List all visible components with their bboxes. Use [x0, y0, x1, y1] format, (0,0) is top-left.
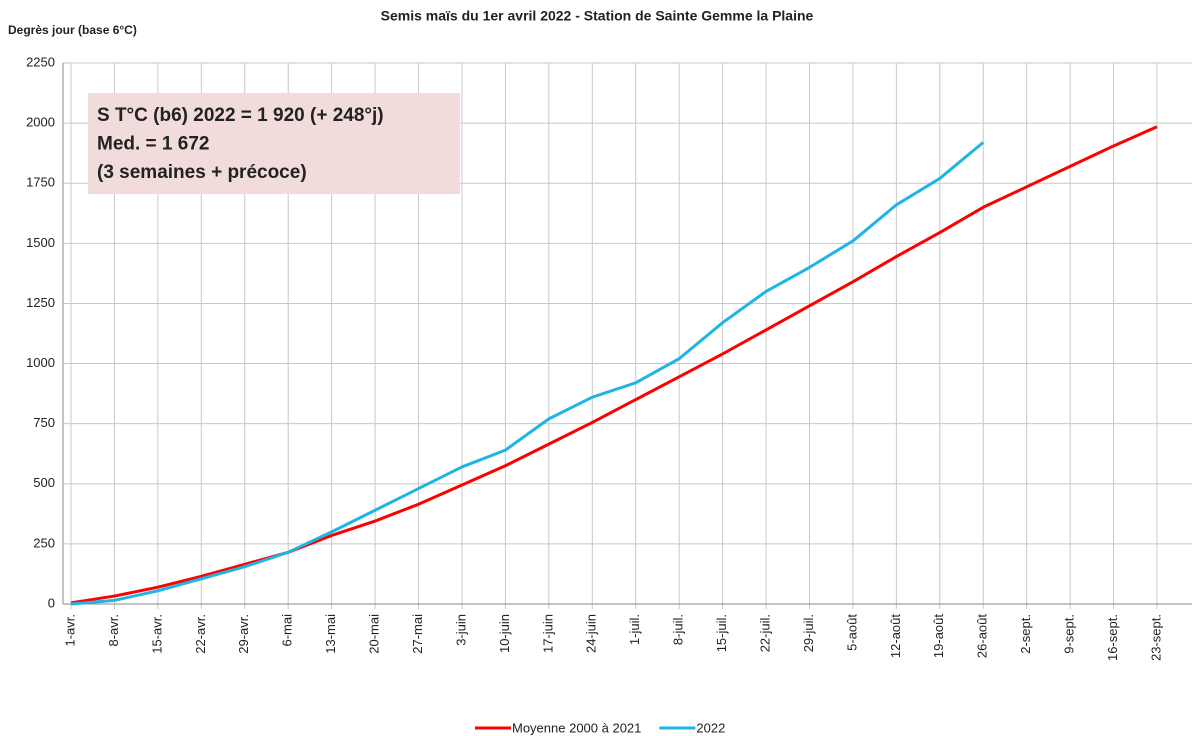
data-line — [70, 125, 1158, 605]
x-tick-label: 29-avr. — [236, 614, 251, 654]
y-tick-label: 0 — [48, 595, 55, 610]
x-tick-label: 2-sept. — [1018, 614, 1033, 654]
x-tick-label: 5-août — [844, 614, 859, 651]
x-tick-label: 29-juil. — [801, 614, 816, 652]
x-tick-label: 16-sept. — [1105, 614, 1120, 661]
x-tick-label: 8-juil. — [671, 614, 686, 645]
chart-subtitle: Semis maïs du 1er avril 2022 - Station d… — [381, 8, 814, 24]
y-tick-label: 2250 — [26, 54, 55, 69]
x-tick-label: 1-juil. — [627, 614, 642, 645]
annotation: (3 semaines + précoce) — [97, 162, 307, 183]
data-line — [70, 141, 985, 606]
y-tick-label: 500 — [33, 475, 55, 490]
x-tick-label: 12-août — [888, 614, 903, 658]
legend-label: 2022 — [696, 720, 725, 735]
x-tick-label: 15-juil. — [714, 614, 729, 652]
x-tick-label: 22-juil. — [757, 614, 772, 652]
legend-label: Moyenne 2000 à 2021 — [512, 720, 641, 735]
x-tick-label: 13-mai — [323, 614, 338, 654]
y-axis-title: Degrès jour (base 6°C) — [8, 23, 137, 37]
x-tick-label: 1-avr. — [62, 614, 77, 647]
x-tick-label: 10-juin — [497, 614, 512, 653]
y-tick-label: 1500 — [26, 235, 55, 250]
y-tick-label: 250 — [33, 535, 55, 550]
y-tick-label: 2000 — [26, 115, 55, 130]
x-tick-label: 27-mai — [410, 614, 425, 654]
x-tick-label: 23-sept. — [1148, 614, 1163, 661]
annotation-box — [88, 93, 460, 194]
x-tick-label: 17-juin — [540, 614, 555, 653]
y-tick-label: 1750 — [26, 175, 55, 190]
annotation: Med. = 1 672 — [97, 134, 209, 155]
x-tick-label: 9-sept. — [1062, 614, 1077, 654]
y-tick-label: 1000 — [26, 355, 55, 370]
y-tick-label: 1250 — [26, 295, 55, 310]
x-tick-label: 8-avr. — [106, 614, 121, 647]
x-tick-label: 19-août — [931, 614, 946, 658]
y-tick-label: 750 — [33, 415, 55, 430]
x-tick-label: 22-avr. — [193, 614, 208, 654]
x-tick-label: 3-juin — [453, 614, 468, 646]
x-tick-label: 26-août — [975, 614, 990, 658]
x-tick-label: 20-mai — [367, 614, 382, 654]
x-tick-label: 24-juin — [584, 614, 599, 653]
x-tick-label: 6-mai — [280, 614, 295, 647]
annotation: S T°C (b6) 2022 = 1 920 (+ 248°j) — [97, 105, 384, 126]
x-tick-label: 15-avr. — [149, 614, 164, 654]
